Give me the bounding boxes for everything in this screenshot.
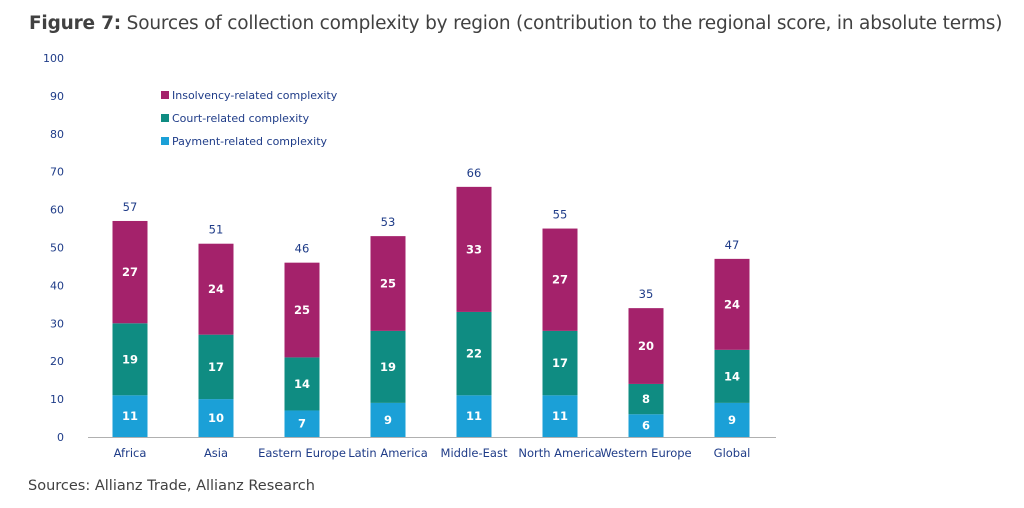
x-category-label: Africa [114,446,147,460]
bar-segment [370,236,406,331]
segment-value-label: 25 [380,277,396,291]
bar-segment [714,402,750,437]
bar-segment [628,414,664,437]
bar-segment [456,186,492,312]
total-value-label: 35 [639,287,654,301]
bar-segment [714,349,750,403]
y-tick-label: 60 [50,204,64,217]
segment-value-label: 22 [466,347,482,361]
x-category-label: Middle-East [441,446,508,460]
y-tick-label: 90 [50,90,64,103]
total-value-label: 53 [381,215,396,229]
segment-value-label: 24 [208,282,224,296]
segment-value-label: 10 [208,411,224,425]
bar-segment [112,395,148,437]
bar-segment [542,330,578,396]
segment-value-label: 27 [122,265,138,279]
y-tick-label: 50 [50,242,64,255]
y-tick-label: 40 [50,279,64,292]
bar-segment [714,258,750,350]
bar-segment [542,228,578,331]
legend-swatch [161,114,169,122]
segment-value-label: 14 [724,369,740,383]
x-category-label: Western Europe [600,446,691,460]
segment-value-label: 24 [724,297,740,311]
segment-value-label: 14 [294,377,310,391]
x-category-label: Latin America [348,446,428,460]
y-tick-label: 30 [50,317,64,330]
y-tick-label: 70 [50,166,64,179]
title-text: Sources of collection complexity by regi… [120,13,1003,34]
total-value-label: 46 [295,242,310,256]
segment-value-label: 27 [552,273,568,287]
total-value-label: 51 [209,223,224,237]
bar-segment [198,399,234,437]
source-note: Sources: Allianz Trade, Allianz Research [28,478,315,494]
segment-value-label: 6 [642,419,650,433]
segment-value-label: 11 [552,409,568,423]
figure-label: Figure 7: [29,13,121,34]
total-value-label: 57 [123,200,138,214]
segment-value-label: 9 [728,413,736,427]
y-tick-label: 80 [50,128,64,141]
total-value-label: 66 [467,166,482,180]
segment-value-label: 17 [208,360,224,374]
bar-segment [284,357,320,411]
segment-value-label: 19 [380,360,396,374]
bar-segment [628,308,664,384]
segment-value-label: 8 [642,392,650,406]
chart-title: Figure 7: Sources of collection complexi… [29,13,1002,34]
segment-value-label: 11 [466,409,482,423]
bar-segment [112,323,148,396]
bar-segment [628,383,664,415]
x-category-label: Asia [204,446,228,460]
bar-segment [198,243,234,335]
bar-segment [456,311,492,396]
segment-value-label: 17 [552,356,568,370]
y-tick-label: 0 [57,431,64,444]
segment-value-label: 33 [466,242,482,256]
y-tick-label: 100 [43,52,64,65]
total-value-label: 55 [553,208,568,222]
y-tick-label: 10 [50,393,64,406]
legend-swatch [161,91,169,99]
legend-label: Payment-related complexity [172,135,328,148]
bar-segment [370,330,406,403]
total-value-label: 47 [725,238,740,252]
segment-value-label: 19 [122,352,138,366]
y-tick-label: 20 [50,355,64,368]
bar-segment [456,395,492,437]
segment-value-label: 25 [294,303,310,317]
segment-value-label: 7 [298,417,306,431]
x-category-label: Global [714,446,751,460]
segment-value-label: 11 [122,409,138,423]
segment-value-label: 9 [384,413,392,427]
bar-segment [284,262,320,358]
bar-segment [542,395,578,437]
bar-segment [112,220,148,324]
legend-label: Court-related complexity [172,112,310,125]
legend-swatch [161,137,169,145]
bar-segment [284,410,320,437]
bar-segment [370,402,406,437]
x-category-label: North America [518,446,601,460]
segment-value-label: 20 [638,339,654,353]
legend-label: Insolvency-related complexity [172,89,338,102]
x-category-label: Eastern Europe [258,446,346,460]
bar-segment [198,334,234,400]
